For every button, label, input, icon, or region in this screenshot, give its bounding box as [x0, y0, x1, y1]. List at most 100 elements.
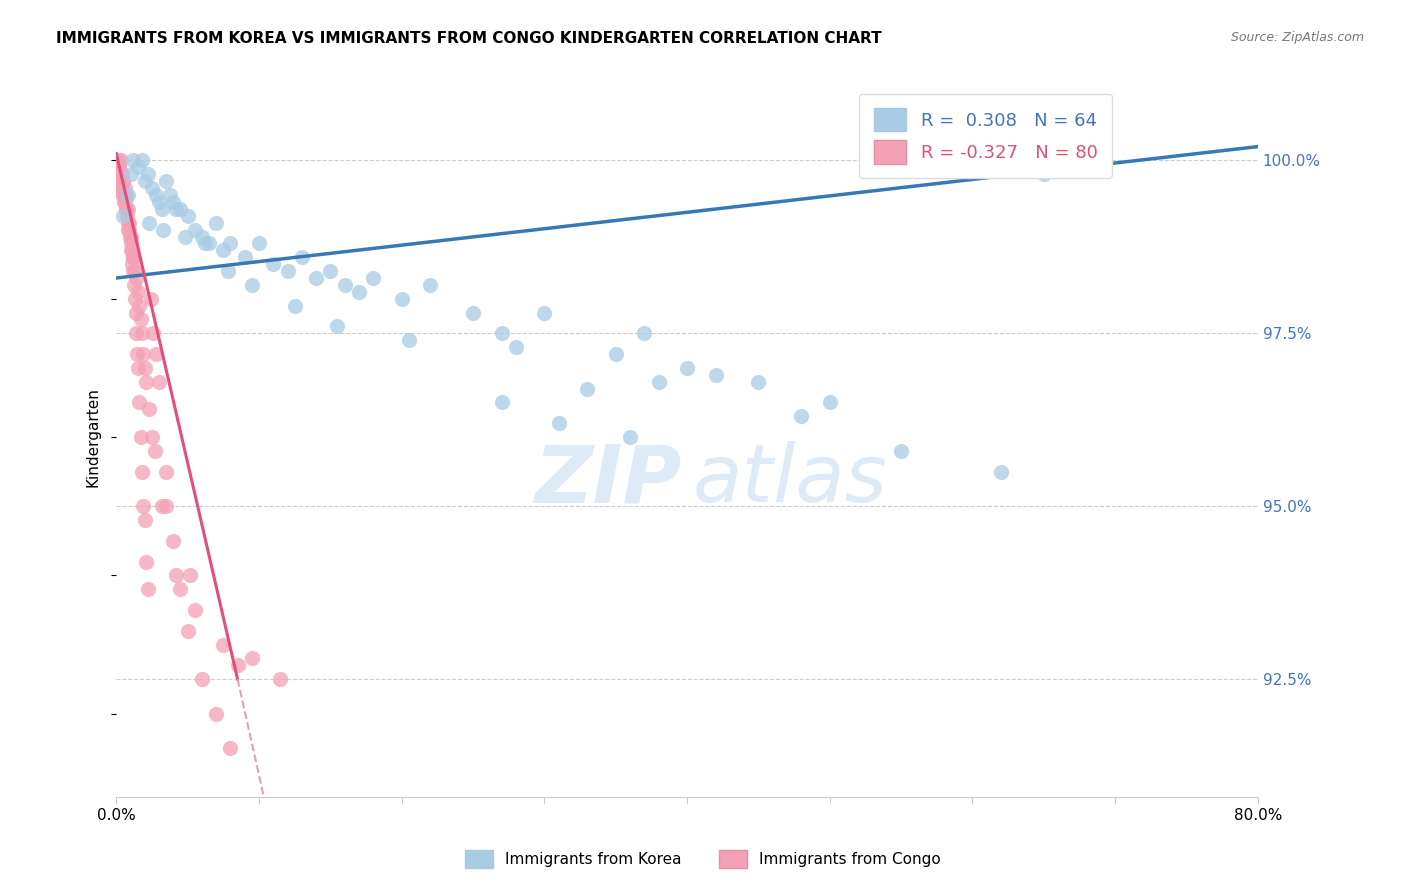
Point [118, 222, 141, 236]
Point [120, 236, 142, 251]
Point [233, 250, 256, 264]
Point [205, 706, 228, 721]
Point [155, 465, 177, 479]
Point [419, 277, 441, 292]
Point [124, 305, 146, 319]
Point [240, 651, 263, 665]
Point [491, 395, 513, 409]
Point [704, 368, 727, 382]
Point [212, 638, 235, 652]
Point [122, 277, 145, 292]
Point [633, 326, 655, 341]
Point [122, 250, 145, 264]
Point [110, 167, 132, 181]
Point [165, 568, 187, 582]
Point [398, 333, 420, 347]
Legend: R =  0.308   N = 64, R = -0.327   N = 80: R = 0.308 N = 64, R = -0.327 N = 80 [859, 94, 1112, 178]
Point [162, 533, 184, 548]
Point [284, 299, 307, 313]
Point [117, 202, 139, 216]
Point [333, 277, 356, 292]
Point [326, 319, 349, 334]
Text: Source: ZipAtlas.com: Source: ZipAtlas.com [1230, 31, 1364, 45]
Point [198, 236, 221, 251]
Text: ZIP: ZIP [534, 442, 682, 519]
Point [547, 416, 569, 430]
Point [191, 672, 214, 686]
Point [121, 257, 143, 271]
Point [141, 430, 163, 444]
Point [136, 167, 159, 181]
Point [114, 181, 136, 195]
Point [152, 222, 174, 236]
Point [114, 194, 136, 209]
Point [138, 402, 160, 417]
Point [505, 340, 527, 354]
Point [117, 222, 139, 236]
Point [122, 153, 145, 168]
Point [184, 603, 207, 617]
Point [112, 174, 135, 188]
Point [131, 153, 153, 168]
Point [179, 568, 201, 582]
Point [619, 430, 641, 444]
Point [114, 202, 136, 216]
Point [124, 264, 146, 278]
Point [129, 312, 152, 326]
Point [148, 375, 170, 389]
Point [247, 236, 270, 251]
Point [790, 409, 813, 424]
Point [145, 347, 167, 361]
Point [138, 216, 160, 230]
Point [155, 500, 177, 514]
Point [125, 271, 148, 285]
Point [112, 188, 135, 202]
Point [134, 360, 156, 375]
Point [128, 299, 150, 313]
Point [120, 244, 142, 258]
Point [135, 375, 157, 389]
Point [150, 500, 173, 514]
Point [117, 188, 139, 202]
Point [117, 216, 139, 230]
Point [361, 271, 384, 285]
Point [150, 202, 173, 216]
Point [169, 202, 191, 216]
Point [173, 229, 195, 244]
Point [276, 264, 298, 278]
Point [219, 236, 242, 251]
Point [461, 305, 484, 319]
Point [135, 555, 157, 569]
Text: atlas: atlas [693, 442, 887, 519]
Point [115, 202, 138, 216]
Point [212, 244, 235, 258]
Point [118, 229, 141, 244]
Point [111, 188, 134, 202]
Point [127, 285, 149, 299]
Point [141, 181, 163, 195]
Point [818, 395, 841, 409]
Point [145, 188, 167, 202]
Point [120, 167, 142, 181]
Point [647, 375, 669, 389]
Point [131, 465, 153, 479]
Point [136, 582, 159, 597]
Y-axis label: Kindergarten: Kindergarten [86, 387, 100, 487]
Point [108, 161, 131, 175]
Point [184, 222, 207, 236]
Point [155, 174, 177, 188]
Point [111, 167, 134, 181]
Point [115, 188, 138, 202]
Point [605, 347, 627, 361]
Point [1032, 167, 1054, 181]
Point [131, 326, 153, 341]
Point [576, 382, 599, 396]
Point [132, 500, 155, 514]
Point [491, 326, 513, 341]
Point [122, 264, 145, 278]
Point [391, 292, 413, 306]
Point [127, 360, 149, 375]
Legend: Immigrants from Korea, Immigrants from Congo: Immigrants from Korea, Immigrants from C… [457, 843, 949, 875]
Point [194, 236, 217, 251]
Point [262, 257, 284, 271]
